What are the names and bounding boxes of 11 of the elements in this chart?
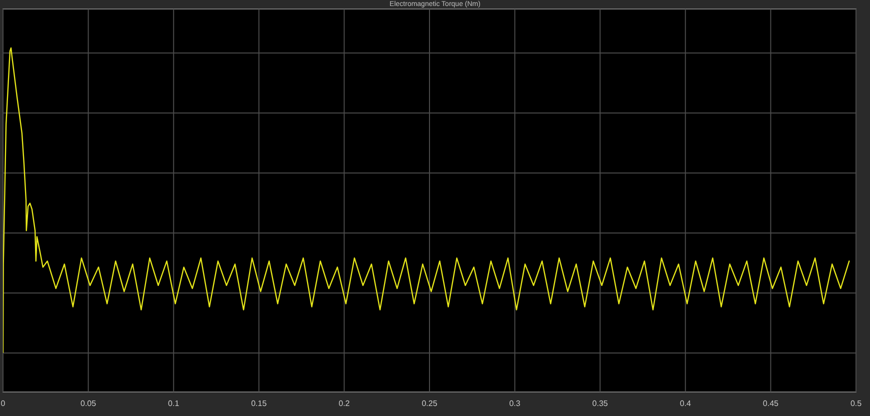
x-tick-label: 0.05 [80,399,97,408]
x-tick-label: 0.45 [762,399,780,408]
x-tick-label: 0.5 [850,399,862,408]
x-tick-label: 0.3 [509,399,521,408]
x-tick-label: 0.25 [422,399,438,408]
x-tick-label: 0.2 [338,399,350,408]
x-tick-label: 0.1 [168,399,180,408]
x-tick-label: 0.15 [251,399,268,408]
x-tick-label: 0 [0,399,6,408]
x-tick-label: 0.35 [592,399,608,408]
x-tick-label: 0.4 [680,399,692,408]
